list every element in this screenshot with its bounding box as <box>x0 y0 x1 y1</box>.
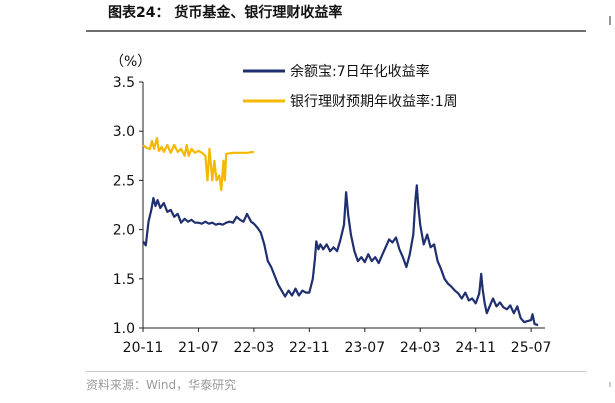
y-axis: 1.0 1.5 2.0 2.5 3.0 3.5 <box>113 75 143 337</box>
y-tick-label: 1.0 <box>113 321 135 337</box>
source-note: 资料来源：Wind，华泰研究 <box>86 378 237 392</box>
y-tick-label: 2.0 <box>113 223 135 239</box>
series-layer <box>142 137 539 327</box>
series-line-2 <box>142 137 255 192</box>
x-tick-label: 24-11 <box>455 340 496 356</box>
x-tick-label: 22-03 <box>234 340 275 356</box>
figure-title: 图表24： 货币基金、银行理财收益率 <box>108 5 343 21</box>
x-axis: 20-11 21-07 22-03 22-11 23-07 24-03 24-11 25-07 <box>123 328 552 356</box>
x-tick-label: 21-07 <box>178 340 219 356</box>
y-tick-label: 1.5 <box>113 272 135 288</box>
y-unit-label: （%） <box>110 54 151 70</box>
series-line-1 <box>142 184 539 327</box>
edge-mark <box>609 16 611 25</box>
x-tick-label: 25-07 <box>511 340 552 356</box>
edge-mark <box>609 382 611 387</box>
legend-label: 余额宝:7日年化收益率 <box>290 63 430 80</box>
x-tick-label: 24-03 <box>400 340 441 356</box>
legend-label: 银行理财预期年收益率:1周 <box>290 93 458 110</box>
header-rule <box>86 30 586 32</box>
y-tick-label: 2.5 <box>113 173 135 189</box>
y-tick-label: 3.0 <box>113 124 135 140</box>
x-tick-label: 22-11 <box>289 340 330 356</box>
x-tick-label: 23-07 <box>344 340 385 356</box>
y-tick-label: 3.5 <box>113 75 135 91</box>
footer-rule <box>86 371 586 372</box>
x-tick-label: 20-11 <box>123 340 164 356</box>
